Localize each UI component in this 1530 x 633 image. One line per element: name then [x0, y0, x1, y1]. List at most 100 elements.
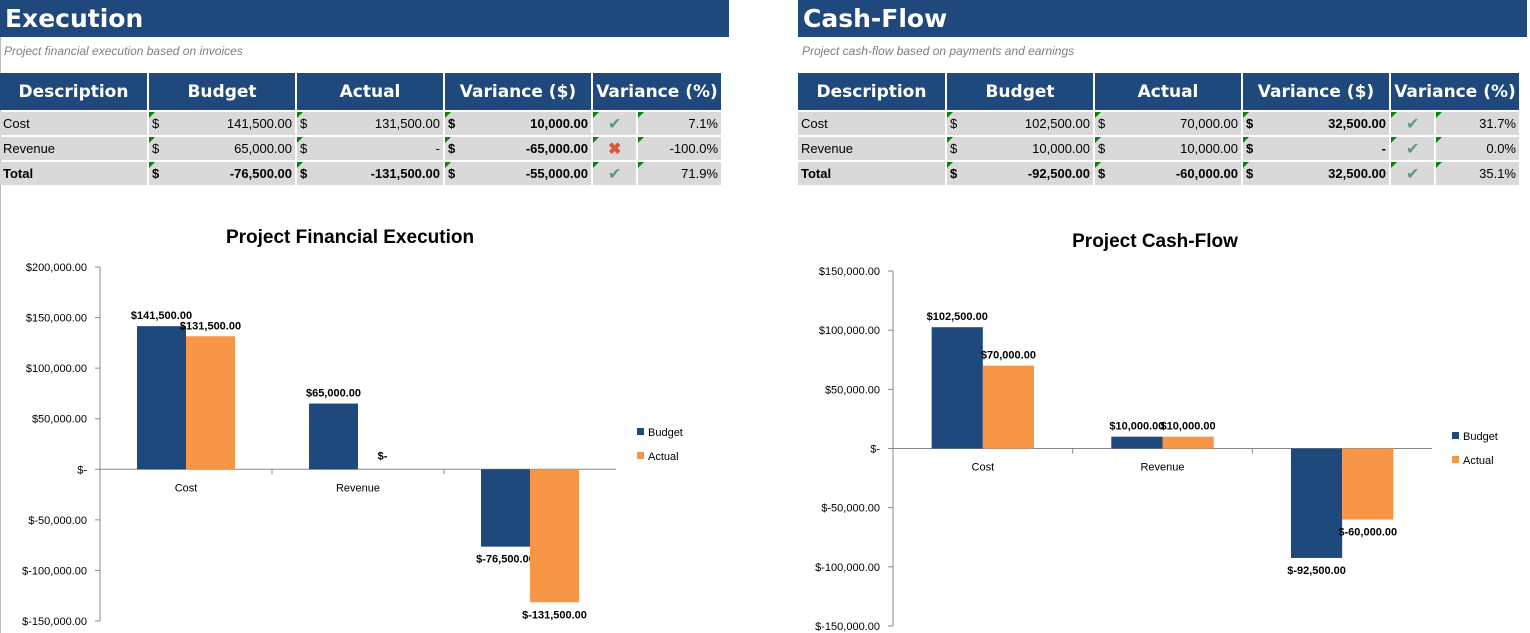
x-tick-label: Revenue [336, 482, 380, 494]
cell-var[interactable]: $32,500.00 [1243, 162, 1389, 185]
bar-budget-cost [136, 326, 186, 470]
data-label: $141,500.00 [131, 310, 192, 322]
table-row: Cost $102,500.00 $70,000.00 $32,500.00 ✔ 3… [798, 112, 1519, 135]
value: 32,500.00 [1328, 166, 1386, 181]
value: 131,500.00 [374, 116, 440, 131]
cell-variance-pct[interactable]: 0.0% [1436, 137, 1519, 160]
value: - [1381, 141, 1386, 156]
y-tick-label: $50,000.00 [32, 414, 87, 426]
data-label: $102,500.00 [927, 311, 988, 323]
cross-icon: ✖ [593, 137, 637, 160]
bar-budget-revenue [1111, 436, 1163, 449]
y-tick-label: $200,000.00 [26, 262, 87, 274]
cell-budget[interactable]: $65,000.00 [149, 137, 295, 160]
cell-actual[interactable]: $10,000.00 [1095, 137, 1241, 160]
bar-actual-cost [186, 336, 236, 470]
x-tick-label: Cost [972, 462, 995, 474]
legend-swatch-budget [1452, 432, 1459, 439]
table-row: Total $ -92,500.00 $ -60,000.00 $32,500.00 ✔… [798, 162, 1519, 185]
column-header: Budget [149, 73, 295, 110]
cell-budget[interactable]: $10,000.00 [947, 137, 1093, 160]
cell-var[interactable]: $ - [1243, 137, 1389, 160]
table-row: Revenue $65,000.00 $ - $ -65,000.00 ✖ -100.0… [0, 137, 721, 160]
y-tick-label: $- [77, 464, 87, 476]
summary-table: Description Budget Actual Variance ($) Varia… [0, 71, 723, 187]
cell-description[interactable]: Revenue [798, 137, 945, 160]
x-tick-label: Revenue [1140, 462, 1184, 474]
data-label: $-60,000.00 [1338, 527, 1397, 539]
y-tick-label: $100,000.00 [819, 325, 880, 337]
cell-actual[interactable]: $70,000.00 [1095, 112, 1241, 135]
cell-actual[interactable]: $ -131,500.00 [297, 162, 443, 185]
currency-symbol: $ [300, 166, 308, 181]
currency-symbol: $ [448, 141, 456, 156]
legend-swatch-actual [1452, 456, 1459, 463]
cell-actual[interactable]: $ -60,000.00 [1095, 162, 1241, 185]
cell-budget[interactable]: $ -76,500.00 [149, 162, 295, 185]
cell-description[interactable]: Cost [798, 112, 945, 135]
cell-variance-pct[interactable]: 31.7% [1436, 112, 1519, 135]
cell-actual[interactable]: $131,500.00 [297, 112, 443, 135]
cell-var[interactable]: $10,000.00 [445, 112, 591, 135]
bar-budget-revenue [308, 403, 358, 470]
legend-label-actual: Actual [1463, 455, 1494, 467]
currency-symbol: $ [1098, 166, 1106, 181]
chart-title: Project Cash-Flow [1072, 231, 1238, 252]
cell-var[interactable]: $ -55,000.00 [445, 162, 591, 185]
cell-variance-pct[interactable]: -100.0% [638, 137, 721, 160]
data-label: $-92,500.00 [1287, 565, 1346, 577]
cell-description[interactable]: Total [0, 162, 147, 185]
currency-symbol: $ [152, 166, 160, 181]
chart-title: Project Financial Execution [226, 227, 474, 248]
legend-swatch-budget [637, 428, 644, 435]
cell-variance-pct[interactable]: 35.1% [1436, 162, 1519, 185]
cell-budget[interactable]: $141,500.00 [149, 112, 295, 135]
column-header: Variance (%) [593, 73, 721, 110]
cell-budget[interactable]: $102,500.00 [947, 112, 1093, 135]
y-tick-label: $-50,000.00 [821, 503, 880, 515]
y-tick-label: $-150,000.00 [815, 621, 880, 633]
bar-budget-total [1290, 448, 1343, 558]
bar-actual-total [530, 469, 580, 603]
check-icon: ✔ [1391, 137, 1435, 160]
cell-var[interactable]: $ -65,000.00 [445, 137, 591, 160]
value: 70,000.00 [1180, 116, 1238, 131]
data-label: $70,000.00 [981, 350, 1036, 362]
section-subtitle: Project financial execution based on inv… [4, 44, 243, 58]
cell-description[interactable]: Cost [0, 112, 147, 135]
currency-symbol: $ [950, 166, 958, 181]
currency-symbol: $ [300, 141, 308, 156]
cell-budget[interactable]: $ -92,500.00 [947, 162, 1093, 185]
value: -65,000.00 [525, 141, 588, 156]
bar-actual-cost [982, 365, 1035, 449]
check-icon: ✔ [1391, 162, 1435, 185]
cell-var[interactable]: $32,500.00 [1243, 112, 1389, 135]
cell-variance-pct[interactable]: 71.9% [638, 162, 721, 185]
currency-symbol: $ [1246, 141, 1254, 156]
y-tick-label: $150,000.00 [26, 313, 87, 325]
value: - [435, 141, 440, 156]
cell-description[interactable]: Total [798, 162, 945, 185]
section-subtitle: Project cash-flow based on payments and … [802, 44, 1075, 58]
legend-label-budget: Budget [1463, 431, 1498, 443]
data-label: $10,000.00 [1161, 421, 1216, 433]
cell-actual[interactable]: $ - [297, 137, 443, 160]
bar-actual-total [1342, 448, 1394, 520]
panel-cash-flow: Cash-Flow Project cash-flow based on pay… [798, 0, 1528, 633]
panel-execution: Execution Project financial execution ba… [0, 0, 730, 633]
y-tick-label: $- [870, 444, 880, 456]
data-label: $131,500.00 [180, 320, 241, 332]
y-tick-label: $-100,000.00 [22, 565, 87, 577]
cell-variance-pct[interactable]: 7.1% [638, 112, 721, 135]
currency-symbol: $ [152, 141, 160, 156]
legend-swatch-actual [637, 452, 644, 459]
value: 65,000.00 [234, 141, 292, 156]
cell-description[interactable]: Revenue [0, 137, 147, 160]
value: 10,000.00 [1180, 141, 1238, 156]
column-header: Actual [1095, 73, 1241, 110]
section-title: Cash-Flow [798, 0, 1527, 37]
currency-symbol: $ [448, 166, 456, 181]
summary-table: Description Budget Actual Variance ($) Varia… [796, 71, 1521, 187]
column-header: Actual [297, 73, 443, 110]
y-tick-label: $-150,000.00 [22, 616, 87, 628]
